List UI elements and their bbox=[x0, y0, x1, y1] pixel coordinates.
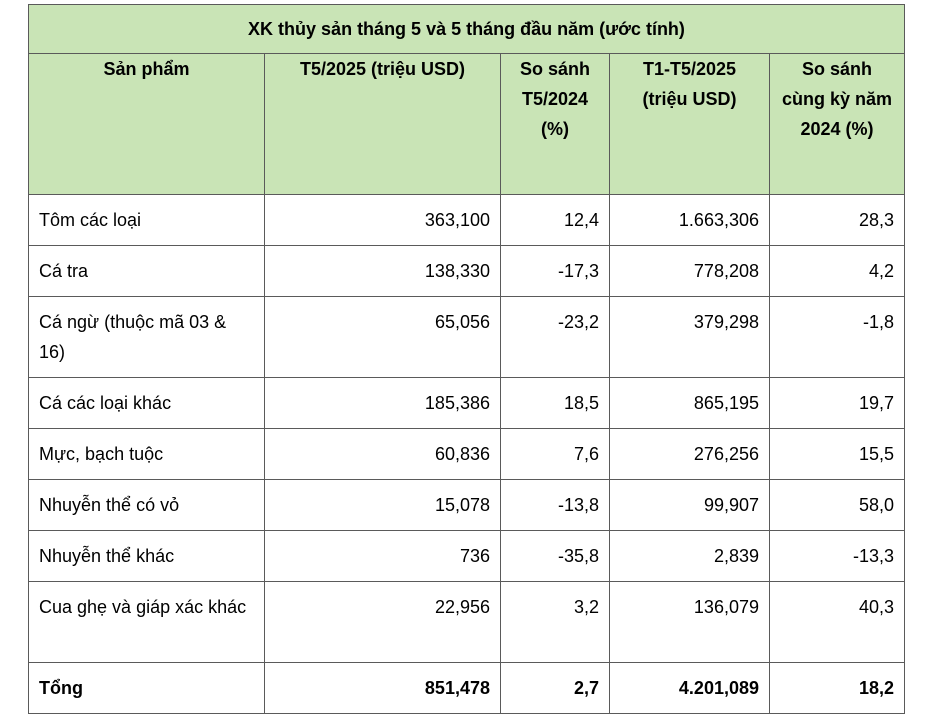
cell-t1-t5-2025: 379,298 bbox=[609, 296, 770, 378]
table-row: Nhuyễn thể có vỏ 15,078 -13,8 99,907 58,… bbox=[28, 479, 905, 531]
cell-product: Nhuyễn thể khác bbox=[28, 530, 265, 582]
cell-t1-t5-2025: 778,208 bbox=[609, 245, 770, 297]
cell-t1-t5-2025: 276,256 bbox=[609, 428, 770, 480]
header-t1-t5-2025: T1-T5/2025 (triệu USD) bbox=[609, 53, 770, 195]
cell-product: Mực, bạch tuộc bbox=[28, 428, 265, 480]
table-row: Cá ngừ (thuộc mã 03 & 16) 65,056 -23,2 3… bbox=[28, 296, 905, 378]
cell-vs-same-period-2024: 15,5 bbox=[769, 428, 905, 480]
table-row: Nhuyễn thể khác 736 -35,8 2,839 -13,3 bbox=[28, 530, 905, 582]
header-product: Sản phẩm bbox=[28, 53, 265, 195]
cell-vs-t5-2024: 18,5 bbox=[500, 377, 610, 429]
cell-product: Tôm các loại bbox=[28, 194, 265, 246]
cell-t5-2025: 185,386 bbox=[264, 377, 501, 429]
cell-vs-same-period-2024: 40,3 bbox=[769, 581, 905, 663]
cell-product: Cá các loại khác bbox=[28, 377, 265, 429]
cell-t1-t5-2025: 99,907 bbox=[609, 479, 770, 531]
table-row: Cá các loại khác 185,386 18,5 865,195 19… bbox=[28, 377, 905, 429]
cell-product: Cua ghẹ và giáp xác khác bbox=[28, 581, 265, 663]
cell-vs-t5-2024: 12,4 bbox=[500, 194, 610, 246]
cell-vs-t5-2024: -17,3 bbox=[500, 245, 610, 297]
total-row: Tổng 851,478 2,7 4.201,089 18,2 bbox=[28, 662, 905, 714]
cell-t1-t5-2025: 2,839 bbox=[609, 530, 770, 582]
cell-t5-2025: 736 bbox=[264, 530, 501, 582]
cell-t1-t5-2025: 136,079 bbox=[609, 581, 770, 663]
cell-t5-2025: 65,056 bbox=[264, 296, 501, 378]
cell-t1-t5-2025: 865,195 bbox=[609, 377, 770, 429]
cell-vs-t5-2024: 3,2 bbox=[500, 581, 610, 663]
cell-vs-t5-2024: -23,2 bbox=[500, 296, 610, 378]
cell-vs-same-period-2024: 4,2 bbox=[769, 245, 905, 297]
cell-vs-t5-2024: -13,8 bbox=[500, 479, 610, 531]
table-row: Mực, bạch tuộc 60,836 7,6 276,256 15,5 bbox=[28, 428, 905, 480]
header-vs-same-period-2024: So sánh cùng kỳ năm 2024 (%) bbox=[769, 53, 905, 195]
total-vs-t5-2024: 2,7 bbox=[500, 662, 610, 714]
table-title: XK thủy sản tháng 5 và 5 tháng đầu năm (… bbox=[28, 4, 905, 54]
cell-t1-t5-2025: 1.663,306 bbox=[609, 194, 770, 246]
total-label: Tổng bbox=[28, 662, 265, 714]
table-title-row: XK thủy sản tháng 5 và 5 tháng đầu năm (… bbox=[28, 4, 905, 54]
seafood-export-table: XK thủy sản tháng 5 và 5 tháng đầu năm (… bbox=[28, 4, 905, 714]
cell-vs-same-period-2024: -1,8 bbox=[769, 296, 905, 378]
cell-t5-2025: 60,836 bbox=[264, 428, 501, 480]
table-row: Tôm các loại 363,100 12,4 1.663,306 28,3 bbox=[28, 194, 905, 246]
table-row: Cá tra 138,330 -17,3 778,208 4,2 bbox=[28, 245, 905, 297]
cell-product: Cá ngừ (thuộc mã 03 & 16) bbox=[28, 296, 265, 378]
cell-vs-same-period-2024: -13,3 bbox=[769, 530, 905, 582]
cell-vs-t5-2024: 7,6 bbox=[500, 428, 610, 480]
cell-t5-2025: 138,330 bbox=[264, 245, 501, 297]
cell-vs-t5-2024: -35,8 bbox=[500, 530, 610, 582]
cell-t5-2025: 22,956 bbox=[264, 581, 501, 663]
table-row: Cua ghẹ và giáp xác khác 22,956 3,2 136,… bbox=[28, 581, 905, 663]
cell-t5-2025: 15,078 bbox=[264, 479, 501, 531]
cell-vs-same-period-2024: 28,3 bbox=[769, 194, 905, 246]
cell-t5-2025: 363,100 bbox=[264, 194, 501, 246]
cell-vs-same-period-2024: 58,0 bbox=[769, 479, 905, 531]
cell-product: Nhuyễn thể có vỏ bbox=[28, 479, 265, 531]
total-t1-t5-2025: 4.201,089 bbox=[609, 662, 770, 714]
cell-vs-same-period-2024: 19,7 bbox=[769, 377, 905, 429]
total-vs-same-period-2024: 18,2 bbox=[769, 662, 905, 714]
header-t5-2025: T5/2025 (triệu USD) bbox=[264, 53, 501, 195]
header-vs-t5-2024: So sánh T5/2024 (%) bbox=[500, 53, 610, 195]
header-row: Sản phẩm T5/2025 (triệu USD) So sánh T5/… bbox=[28, 53, 905, 195]
cell-product: Cá tra bbox=[28, 245, 265, 297]
total-t5-2025: 851,478 bbox=[264, 662, 501, 714]
